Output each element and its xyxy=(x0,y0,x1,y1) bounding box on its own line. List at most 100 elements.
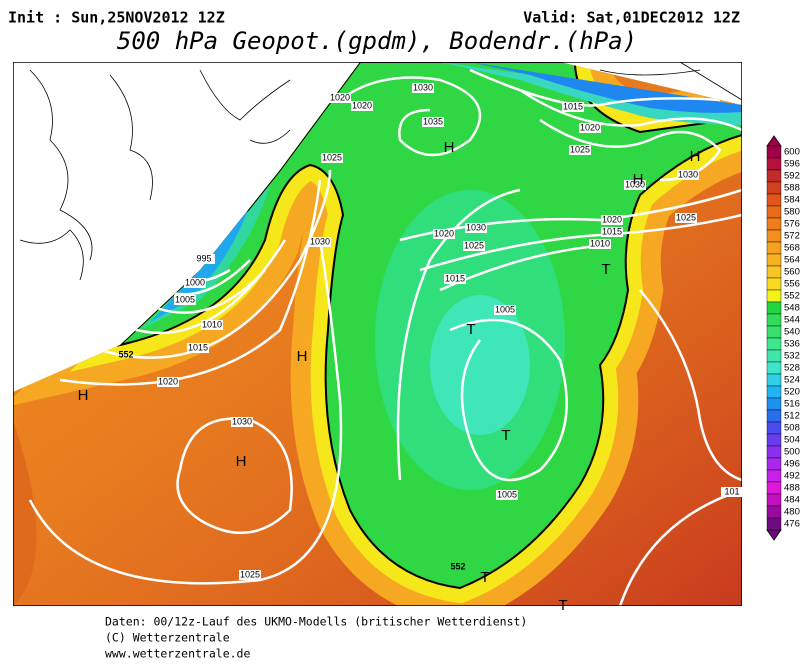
pressure-center: H xyxy=(236,453,247,470)
isobar-label-bg xyxy=(494,305,516,315)
colorbar-swatch xyxy=(766,361,782,375)
isobar-label: 1005 xyxy=(497,489,517,499)
colorbar-label: 488 xyxy=(784,483,800,494)
colorbar-swatch xyxy=(766,349,782,363)
valid-time: Valid: Sat,01DEC2012 12Z xyxy=(523,9,740,27)
isobar-labels: 1020 1020 1030 1035 1015 1020 1025 1025 1030 1030… xyxy=(118,82,743,580)
isobar-label: 1000 xyxy=(185,277,205,287)
colorbar-label: 484 xyxy=(784,495,800,506)
contour-label: 552 xyxy=(118,349,133,359)
colorbar-cap xyxy=(766,135,782,147)
footer-line: (C) Wetterzentrale xyxy=(105,631,230,645)
colorbar-label: 476 xyxy=(784,519,800,530)
colorbar-label: 492 xyxy=(784,471,800,482)
isobar-label: 1015 xyxy=(602,226,622,236)
colorbar-label: 496 xyxy=(784,459,800,470)
isobar-label: 1020 xyxy=(434,228,454,238)
pressure-center: H xyxy=(297,348,308,365)
colorbar-label: 512 xyxy=(784,411,800,422)
colorbar-swatch xyxy=(766,445,782,459)
colorbar-label: 580 xyxy=(784,207,800,218)
colorbar-label: 592 xyxy=(784,171,800,182)
map xyxy=(13,62,742,606)
isobar-label: 1020 xyxy=(158,376,178,386)
colorbar-swatch xyxy=(766,217,782,231)
colorbar-swatch xyxy=(766,385,782,399)
pressure-center: H xyxy=(78,387,89,404)
pressure-center: H xyxy=(444,139,455,156)
isobar-label: 1020 xyxy=(352,100,372,110)
colorbar-swatch xyxy=(766,289,782,303)
isobar-label-bg xyxy=(465,223,487,233)
isobar-label-bg xyxy=(601,227,623,237)
isobar-label-bg xyxy=(422,117,444,127)
footer-line: www.wetterzentrale.de xyxy=(105,647,250,661)
pressure-center: T xyxy=(601,261,610,278)
isobar-label: 101 xyxy=(724,486,739,496)
colorbar-label: 480 xyxy=(784,507,800,518)
colorbar-swatch xyxy=(766,253,782,267)
isobar-label: 1030 xyxy=(466,222,486,232)
isobar-label: 1015 xyxy=(188,342,208,352)
colorbar-swatch xyxy=(766,517,782,531)
isobar-label: 1030 xyxy=(678,169,698,179)
colorbar-label: 532 xyxy=(784,351,800,362)
pressure-center: T xyxy=(558,597,567,614)
colorbar-swatch xyxy=(766,469,782,483)
isobar-label: 1005 xyxy=(175,294,195,304)
colorbar-swatch xyxy=(766,325,782,339)
isobar-label: 1030 xyxy=(413,82,433,92)
isobar-label-bg xyxy=(463,241,485,251)
isobar-label-bg xyxy=(231,417,253,427)
colorbar-label: 536 xyxy=(784,339,800,350)
isobar-label: 1015 xyxy=(563,101,583,111)
isobar-label: 1025 xyxy=(464,240,484,250)
colorbar-label: 524 xyxy=(784,375,800,386)
isobar-label-bg xyxy=(187,343,209,353)
isobar-label-bg xyxy=(351,101,373,111)
isobar-label-bg xyxy=(496,490,518,500)
colorbar-label: 560 xyxy=(784,267,800,278)
isobar-label: 1025 xyxy=(240,569,260,579)
colorbar-swatch xyxy=(766,277,782,291)
isobar-label-bg xyxy=(624,180,646,190)
isobars xyxy=(28,68,742,606)
init-time: Init : Sun,25NOV2012 12Z xyxy=(8,9,225,27)
colorbar-swatch xyxy=(766,181,782,195)
isobar-label: 1035 xyxy=(423,116,443,126)
isobar-label-bg xyxy=(321,153,343,163)
colorbar-swatch xyxy=(766,145,782,159)
colorbar-swatch xyxy=(766,241,782,255)
isobar-label: 1005 xyxy=(495,304,515,314)
colorbar-swatch xyxy=(766,169,782,183)
isobar-label: 1025 xyxy=(570,144,590,154)
colorbar-swatch xyxy=(766,193,782,207)
pressure-center: T xyxy=(466,321,475,338)
map-title: 500 hPa Geopot.(gpdm), Bodendr.(hPa) xyxy=(117,27,637,55)
colorbar-label: 564 xyxy=(784,255,800,266)
colorbar-label: 572 xyxy=(784,231,800,242)
colorbar-label: 508 xyxy=(784,423,800,434)
colorbar-swatch xyxy=(766,301,782,315)
colorbar-swatch xyxy=(766,397,782,411)
isobar-label-bg xyxy=(201,320,223,330)
isobar-label: 1010 xyxy=(202,319,222,329)
colorbar-swatch xyxy=(766,229,782,243)
isobar-label-bg xyxy=(569,145,591,155)
pressure-center: T xyxy=(501,427,510,444)
isobar-label-bg xyxy=(309,237,331,247)
isobar-label: 995 xyxy=(196,253,211,263)
colorbar-label: 584 xyxy=(784,195,800,206)
colorbar-swatch xyxy=(766,409,782,423)
colorbar-swatch xyxy=(766,481,782,495)
colorbar-swatch xyxy=(766,493,782,507)
isobar-label: 1020 xyxy=(580,122,600,132)
isobar-label: 1030 xyxy=(232,416,252,426)
isobar-label: 1025 xyxy=(676,212,696,222)
isobar-label: 1030 xyxy=(310,236,330,246)
isobar-label-bg xyxy=(601,215,623,225)
colorbar-label: 556 xyxy=(784,279,800,290)
colorbar-swatch xyxy=(766,373,782,387)
colorbar-label: 540 xyxy=(784,327,800,338)
colorbar-label: 528 xyxy=(784,363,800,374)
